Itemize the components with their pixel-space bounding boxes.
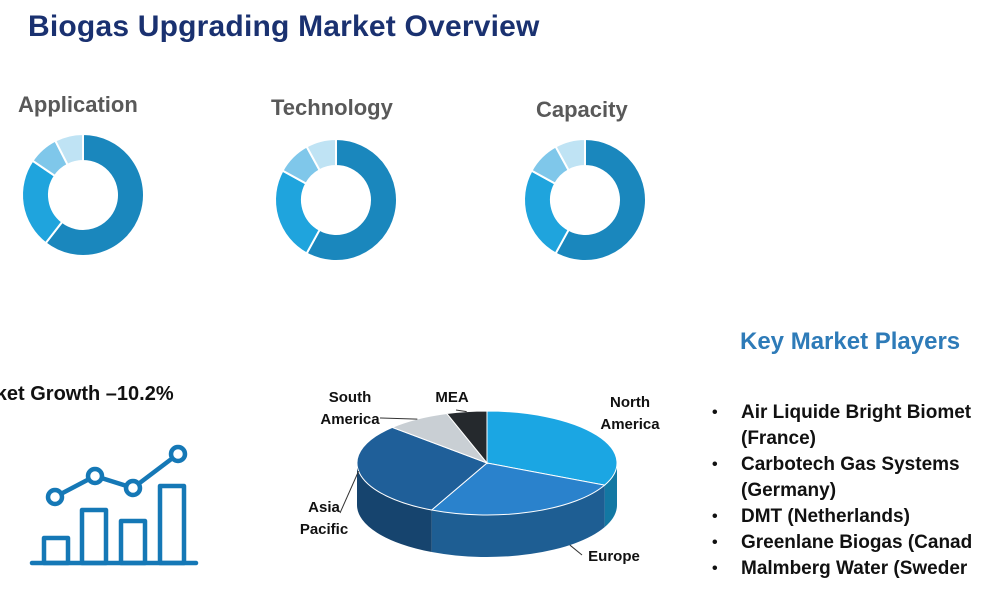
growth-icon-node xyxy=(85,466,105,486)
leader-line-south-america xyxy=(379,417,418,420)
pie-slice-side-europe xyxy=(431,485,605,558)
page-title: Biogas Upgrading Market Overview xyxy=(28,10,540,43)
donut-slice xyxy=(44,132,145,257)
growth-icon-node xyxy=(45,487,65,507)
donut-slice xyxy=(554,137,647,262)
region-label-asia-pacific: Asia Pacific xyxy=(299,499,349,538)
growth-icon-node xyxy=(123,478,143,498)
leader-line-mea xyxy=(455,409,467,413)
segment-title-application: Application xyxy=(18,92,138,117)
donut-slice xyxy=(305,137,337,172)
pie-slice-europe xyxy=(430,462,606,516)
list-item: Malmberg Water (Sweder xyxy=(712,556,972,582)
leader-line-asia-pacific xyxy=(339,470,360,514)
growth-icon-node xyxy=(168,444,188,464)
segment-title-technology: Technology xyxy=(271,95,393,120)
pie-slice-side-north-america xyxy=(604,463,617,528)
key-players-list: Air Liquide Bright Biomet(France) Carbot… xyxy=(712,400,972,582)
donut-slice xyxy=(554,137,586,172)
pie-slice-side-asia-pacific xyxy=(357,463,432,553)
region-label-south-america: South America xyxy=(320,389,380,428)
region-label-europe: Europe xyxy=(588,548,640,565)
region-label-mea: MEA xyxy=(435,389,469,406)
list-item: Air Liquide Bright Biomet(France) xyxy=(712,400,972,452)
list-item: DMT (Netherlands) xyxy=(712,504,972,530)
pie-slice-mea xyxy=(445,410,488,465)
leader-line-europe xyxy=(569,544,583,556)
list-item: Carbotech Gas Systems(Germany) xyxy=(712,452,972,504)
region-label-north-america: North America xyxy=(600,394,660,433)
donut-slice xyxy=(53,132,84,167)
donut-slice xyxy=(305,137,398,262)
growth-icon-line xyxy=(52,451,181,500)
pie-slice-asia-pacific xyxy=(356,426,488,511)
key-players-title: Key Market Players xyxy=(740,328,961,355)
list-item: Greenlane Biogas (Canad xyxy=(712,530,972,556)
market-growth-text: rket Growth –10.2% xyxy=(0,383,174,405)
segment-title-capacity: Capacity xyxy=(536,97,628,122)
pie-slice-north-america xyxy=(486,410,618,486)
